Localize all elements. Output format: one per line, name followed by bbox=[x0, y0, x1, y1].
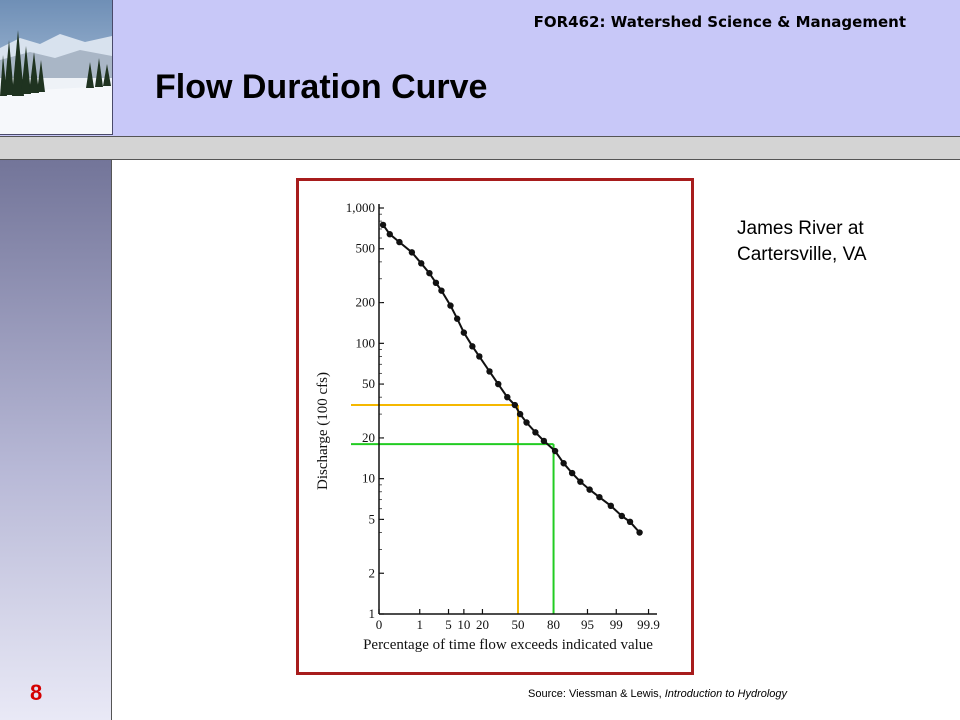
data-point bbox=[504, 393, 511, 401]
y-tick-label: 100 bbox=[356, 335, 376, 350]
data-point bbox=[408, 249, 416, 256]
chart-frame: 1,000 500 200 100 50 20 10 5 2 1 0 1 5 10 20 50 80 95 99 99… bbox=[296, 178, 694, 675]
data-point bbox=[418, 260, 425, 267]
station-annotation: James River at Cartersville, VA bbox=[737, 216, 867, 268]
data-point bbox=[432, 279, 440, 287]
x-tick-label: 50 bbox=[512, 617, 525, 632]
data-point bbox=[476, 353, 483, 360]
source-prefix: Source: Viessman & Lewis, bbox=[528, 688, 665, 700]
x-tick-label: 99 bbox=[610, 617, 623, 632]
data-point bbox=[495, 380, 502, 388]
y-tick-label: 50 bbox=[362, 376, 375, 391]
side-bar bbox=[0, 160, 112, 720]
data-point bbox=[540, 437, 548, 445]
data-point bbox=[618, 512, 626, 520]
data-point bbox=[636, 529, 643, 536]
y-tick-label: 500 bbox=[356, 241, 376, 256]
data-point bbox=[486, 368, 493, 375]
data-point bbox=[460, 329, 468, 336]
x-tick-label: 0 bbox=[376, 617, 383, 632]
data-point bbox=[453, 315, 461, 322]
x-tick-label: 99.9 bbox=[637, 617, 660, 632]
data-point bbox=[596, 493, 603, 501]
data-point bbox=[426, 269, 433, 277]
annotation-line-1: James River at bbox=[737, 218, 864, 239]
data-point bbox=[447, 302, 454, 309]
y-tick-label: 20 bbox=[362, 430, 375, 445]
data-point bbox=[626, 518, 634, 526]
divider-band bbox=[0, 136, 960, 160]
x-axis-title: Percentage of time flow exceeds indicate… bbox=[363, 637, 653, 653]
course-title: FOR462: Watershed Science & Management bbox=[533, 13, 906, 31]
data-point bbox=[386, 231, 393, 238]
annotation-line-2: Cartersville, VA bbox=[737, 244, 867, 265]
data-point bbox=[438, 287, 445, 294]
x-tick-label: 10 bbox=[457, 617, 470, 632]
y-tick-label: 1,000 bbox=[346, 200, 375, 215]
y-tick-label: 1 bbox=[369, 606, 376, 621]
x-tick-label: 95 bbox=[581, 617, 594, 632]
source-citation: Source: Viessman & Lewis, Introduction t… bbox=[528, 688, 787, 700]
y-tick-label: 2 bbox=[369, 565, 376, 580]
data-point bbox=[379, 221, 387, 229]
data-point bbox=[396, 238, 403, 246]
x-tick-label: 20 bbox=[476, 617, 489, 632]
y-axis-title: Discharge (100 cfs) bbox=[315, 372, 331, 490]
data-point bbox=[560, 460, 567, 467]
data-point bbox=[469, 343, 476, 350]
data-point bbox=[568, 469, 576, 477]
data-point bbox=[577, 478, 584, 485]
landscape-photo bbox=[0, 0, 113, 135]
header-band bbox=[0, 0, 960, 136]
data-point bbox=[532, 429, 539, 436]
fitted-curve bbox=[382, 224, 641, 534]
y-tick-label: 5 bbox=[369, 511, 376, 526]
slide-number: 8 bbox=[30, 680, 43, 705]
x-tick-label: 5 bbox=[445, 617, 452, 632]
y-tick-label: 10 bbox=[362, 471, 375, 486]
data-point bbox=[516, 410, 524, 418]
source-book: Introduction to Hydrology bbox=[664, 688, 788, 700]
data-point bbox=[607, 502, 615, 510]
x-tick-label: 80 bbox=[547, 617, 560, 632]
data-point bbox=[511, 401, 519, 409]
data-point bbox=[523, 419, 530, 426]
data-point bbox=[586, 486, 593, 493]
data-point bbox=[551, 447, 559, 455]
y-tick-label: 200 bbox=[356, 295, 376, 310]
x-tick-label: 1 bbox=[416, 617, 423, 632]
slide-title: Flow Duration Curve bbox=[155, 68, 488, 106]
